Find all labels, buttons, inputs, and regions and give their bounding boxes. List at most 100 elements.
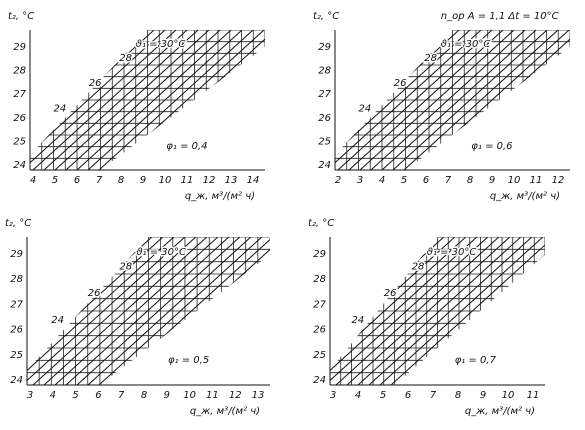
x-tick-label: 8 xyxy=(467,175,473,186)
x-tick-label: 8 xyxy=(141,390,147,401)
x-tick-label: 13 xyxy=(252,390,265,401)
x-tick-label: 7 xyxy=(118,390,125,401)
diagonal xyxy=(27,237,186,385)
curve-label: 24 xyxy=(352,315,365,326)
curve-label: 26 xyxy=(384,288,397,299)
x-tick-label: 10 xyxy=(502,390,515,401)
x-tick-label: 9 xyxy=(489,175,495,186)
y-tick-label: 26 xyxy=(13,113,26,124)
diagonal xyxy=(379,237,544,385)
diagonal xyxy=(489,237,545,385)
diagonal xyxy=(533,237,545,385)
diagonal xyxy=(359,30,515,170)
diagonal xyxy=(335,30,361,170)
x-axis-label: q_ж, м³/(м² ч) xyxy=(185,191,255,202)
diagonal xyxy=(30,30,177,170)
curve-label: ϑ₁ = 30°C xyxy=(136,39,186,50)
x-tick-label: 7 xyxy=(96,175,103,186)
diagonal xyxy=(98,237,263,385)
y-tick-label: 26 xyxy=(313,325,326,336)
diagonal xyxy=(524,30,570,170)
x-tick-label: 3 xyxy=(330,390,336,401)
diagonal xyxy=(27,237,54,385)
diagonal xyxy=(370,30,526,170)
y-tick-label: 27 xyxy=(13,89,26,100)
diagonal xyxy=(522,237,545,385)
diagonal xyxy=(76,30,232,170)
x-tick-label: 7 xyxy=(430,390,437,401)
diagonal xyxy=(535,30,570,170)
diagonal xyxy=(27,237,175,385)
diagonal xyxy=(87,30,243,170)
parameter-label: φ₁ = 0,4 xyxy=(166,141,207,152)
x-tick-label: 12 xyxy=(229,390,242,401)
diagonal xyxy=(197,237,270,385)
diagonal xyxy=(87,237,252,385)
x-tick-label: 8 xyxy=(118,175,124,186)
diagonal xyxy=(403,30,559,170)
diagonal xyxy=(330,237,390,385)
y-tick-label: 28 xyxy=(10,274,23,285)
x-tick-label: 6 xyxy=(423,175,429,186)
y-tick-label: 26 xyxy=(318,113,331,124)
y-tick-label: 25 xyxy=(13,136,26,147)
x-tick-label: 6 xyxy=(405,390,411,401)
x-tick-label: 10 xyxy=(159,175,172,186)
curve-label: 28 xyxy=(119,53,132,64)
x-tick-label: 12 xyxy=(552,175,565,186)
diagonal xyxy=(230,30,265,170)
x-tick-label: 11 xyxy=(206,390,219,401)
diagonal xyxy=(219,30,265,170)
diagonal xyxy=(546,30,570,170)
x-tick-label: 7 xyxy=(445,175,452,186)
curve-label: 24 xyxy=(54,103,67,114)
curve-label: 24 xyxy=(359,103,372,114)
y-tick-label: 28 xyxy=(318,66,331,77)
x-tick-label: 4 xyxy=(379,175,385,186)
x-tick-label: 11 xyxy=(181,175,194,186)
diagonal xyxy=(330,237,357,385)
diagonal xyxy=(381,30,537,170)
diagonal xyxy=(32,237,197,385)
y-tick-label: 24 xyxy=(313,375,326,386)
x-axis-label: q_ж, м³/(м² ч) xyxy=(490,191,560,202)
x-tick-label: 6 xyxy=(95,390,101,401)
diagonal xyxy=(43,30,199,170)
y-tick-label: 29 xyxy=(13,42,26,53)
x-tick-label: 3 xyxy=(357,175,363,186)
y-tick-label: 27 xyxy=(318,89,331,100)
x-tick-label: 11 xyxy=(530,175,543,186)
diagonal xyxy=(54,237,219,385)
x-tick-label: 9 xyxy=(480,390,486,401)
y-axis-label: t₂, °C xyxy=(313,11,339,22)
diagonal xyxy=(502,30,570,170)
y-tick-label: 28 xyxy=(13,66,26,77)
diagonal xyxy=(219,237,270,385)
x-tick-label: 10 xyxy=(183,390,196,401)
x-tick-label: 9 xyxy=(140,175,146,186)
diagonal xyxy=(335,237,500,385)
diagonal xyxy=(65,30,221,170)
y-tick-label: 27 xyxy=(313,299,326,310)
diagonal xyxy=(557,30,570,170)
diagonal xyxy=(54,30,210,170)
x-tick-label: 4 xyxy=(355,390,361,401)
x-tick-label: 4 xyxy=(50,390,56,401)
x-tick-label: 5 xyxy=(401,175,407,186)
diagonal xyxy=(98,30,254,170)
y-tick-label: 27 xyxy=(10,299,23,310)
diagonal xyxy=(390,237,545,385)
diagonal xyxy=(32,30,188,170)
curve-label: ϑ₁ = 30°C xyxy=(427,247,477,258)
x-tick-label: 5 xyxy=(380,390,386,401)
y-axis-label: t₂, °C xyxy=(308,218,334,229)
y-tick-label: 24 xyxy=(318,160,331,171)
x-tick-label: 5 xyxy=(72,390,78,401)
diagonal xyxy=(330,237,379,385)
parameter-label: φ₁ = 0,6 xyxy=(471,141,512,152)
diagonal xyxy=(337,30,493,170)
x-tick-label: 12 xyxy=(203,175,216,186)
diagonal xyxy=(30,30,56,170)
curve-label: 28 xyxy=(424,53,437,64)
curve-label: 26 xyxy=(89,78,102,89)
